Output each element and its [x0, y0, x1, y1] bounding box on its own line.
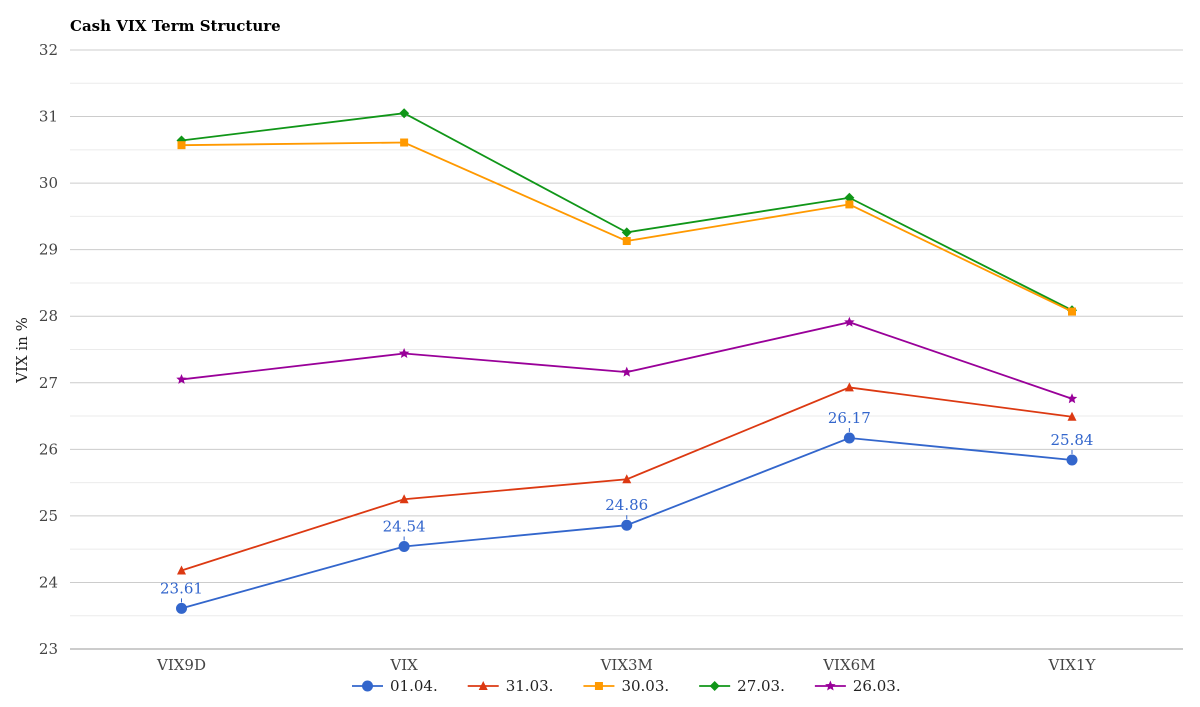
- data-point: [176, 373, 187, 384]
- y-tick-label: 32: [39, 41, 58, 59]
- data-point: [622, 474, 632, 484]
- data-point: [398, 347, 410, 358]
- data-point: [362, 680, 373, 692]
- data-point: [843, 432, 855, 444]
- y-tick-label: 31: [39, 108, 58, 126]
- data-label: 24.86: [605, 496, 648, 514]
- data-label: 26.17: [828, 409, 871, 427]
- legend-item: 01.04.: [352, 677, 438, 695]
- legend-item: 30.03.: [583, 677, 669, 695]
- data-point: [177, 141, 186, 150]
- data-point: [1068, 307, 1076, 316]
- y-tick-label: 23: [39, 640, 58, 658]
- data-point: [621, 519, 633, 531]
- data-point: [1066, 393, 1078, 404]
- axis-ticks: 23 24 25 26 27 28 29 30 31 32 VIX9D VIX VIX3M VIX6M VI…: [39, 41, 1097, 674]
- data-label: 23.61: [160, 579, 203, 597]
- data-point: [621, 366, 632, 377]
- data-point: [825, 680, 836, 691]
- data-point: [398, 541, 410, 553]
- data-point: [1067, 411, 1077, 421]
- data-point: [621, 227, 632, 238]
- data-point: [594, 682, 603, 690]
- legend-label: 01.04.: [390, 677, 438, 695]
- y-tick-label: 30: [39, 174, 58, 192]
- legend-item: 27.03.: [699, 677, 785, 695]
- legend-item: 31.03.: [467, 677, 554, 695]
- y-axis-label: VIX in %: [13, 317, 31, 384]
- series-31-03: [177, 382, 1077, 575]
- chart-title: Cash VIX Term Structure: [70, 17, 281, 35]
- data-point: [399, 108, 410, 119]
- x-tick-label: VIX: [389, 656, 418, 674]
- x-tick-label: VIX9D: [156, 656, 206, 674]
- data-labels: 23.61 24.54 24.86 26.17 25.84: [160, 409, 1094, 603]
- data-point: [709, 681, 720, 691]
- series-01-04: [176, 432, 1078, 614]
- series-30-03: [177, 138, 1076, 316]
- legend-label: 30.03.: [621, 677, 669, 695]
- data-point: [844, 192, 855, 203]
- data-point: [622, 237, 631, 246]
- series-26-03: [176, 316, 1078, 404]
- y-tick-label: 28: [39, 307, 58, 325]
- y-tick-label: 29: [39, 241, 58, 259]
- data-point: [177, 565, 186, 575]
- y-tick-label: 24: [39, 573, 58, 591]
- data-point: [1066, 454, 1078, 466]
- legend-label: 31.03.: [506, 677, 554, 695]
- series-27-03: [176, 108, 1077, 316]
- series-line: [181, 141, 1073, 313]
- x-tick-label: VIX6M: [822, 656, 875, 674]
- data-point: [400, 138, 409, 147]
- legend-label: 26.03.: [853, 677, 901, 695]
- legend-label: 27.03.: [737, 677, 785, 695]
- data-point: [399, 494, 409, 504]
- data-label: 24.54: [383, 518, 426, 536]
- y-tick-label: 26: [39, 440, 58, 458]
- data-point: [844, 382, 854, 392]
- series-lines: [176, 108, 1078, 614]
- data-point: [478, 681, 488, 690]
- series-line: [181, 321, 1073, 400]
- legend: 01.04. 31.03. 30.03. 27.03. 26.03.: [352, 677, 901, 695]
- y-tick-label: 27: [39, 374, 58, 392]
- x-tick-label: VIX1Y: [1048, 656, 1097, 674]
- data-point: [844, 316, 855, 327]
- gridlines: [70, 49, 1183, 650]
- data-point: [176, 602, 187, 614]
- y-tick-label: 25: [39, 507, 58, 525]
- data-point: [845, 200, 854, 209]
- legend-item: 26.03.: [814, 677, 901, 695]
- data-label: 25.84: [1051, 431, 1094, 449]
- x-tick-label: VIX3M: [600, 656, 653, 674]
